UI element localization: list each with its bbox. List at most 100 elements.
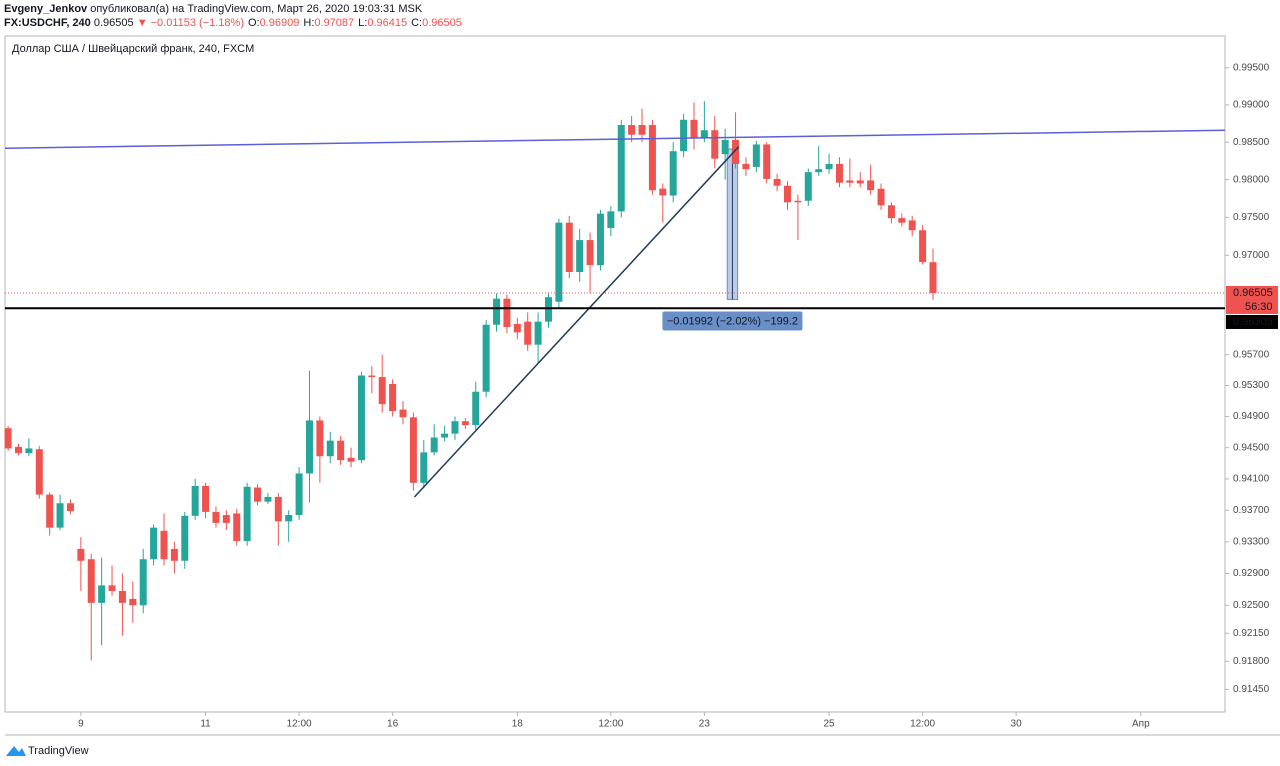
candle-body (784, 185, 792, 203)
candle-body (243, 486, 251, 542)
change: ▼ −0.01153 (−1.18%) (137, 17, 244, 29)
candle-body (139, 559, 147, 606)
candle-body (524, 321, 532, 345)
candle-body (357, 375, 365, 461)
candle-body (472, 391, 480, 426)
quote-value: 0.96505 (422, 17, 462, 29)
candle-body (409, 417, 417, 483)
y-tick-label: 0.98000 (1233, 174, 1270, 185)
y-tick-label: 0.94100 (1233, 474, 1270, 485)
candle-body (212, 511, 220, 523)
candle-body (825, 163, 833, 170)
candle-body (638, 125, 646, 135)
x-tick-label: 12:00 (910, 719, 935, 730)
candle-body (586, 240, 594, 266)
candle-body (285, 515, 293, 522)
candle-body (929, 262, 937, 293)
candle-body (108, 585, 116, 591)
candle-body (680, 119, 688, 152)
candle-body (742, 163, 750, 170)
quote-key: L: (358, 17, 367, 29)
header-line-1: Evgeny_Jenkov опубликовал(а) на TradingV… (4, 3, 423, 15)
candle-body (763, 144, 771, 179)
candle-body (274, 496, 282, 522)
logo-icon (6, 746, 26, 756)
y-tick-label: 0.98500 (1233, 137, 1270, 148)
candle-body (908, 220, 916, 231)
candle-body (87, 559, 95, 603)
candle-body (544, 297, 552, 322)
y-tick-label: 0.91800 (1233, 656, 1270, 667)
trend-line (413, 146, 740, 498)
price: 0.96505 (94, 17, 134, 29)
candle-body (659, 188, 667, 196)
candle-body (690, 119, 698, 138)
candle-body (794, 200, 802, 203)
candle-body (77, 548, 85, 561)
x-tick-label: 23 (699, 719, 711, 730)
candle-body (118, 590, 126, 603)
candle-body (430, 437, 438, 453)
last-price-label: 0.96505 (1233, 287, 1273, 299)
candle-body (420, 452, 428, 483)
y-tick-label: 0.99500 (1233, 62, 1270, 73)
quote-key: H: (303, 17, 314, 29)
candle-body (846, 180, 854, 183)
candle-body (919, 230, 927, 263)
x-tick-label: 12:00 (598, 719, 623, 730)
candle-body (513, 323, 521, 333)
y-tick-label: 0.94900 (1233, 411, 1270, 422)
candle-body (451, 421, 459, 434)
horizontal-line-label: 0.96305 (1233, 316, 1273, 328)
candle-body (887, 205, 895, 219)
candle-body (669, 151, 677, 196)
candle-body (576, 240, 584, 273)
candle-body (15, 446, 23, 454)
x-tick-label: Апр (1132, 719, 1150, 730)
candle-body (773, 178, 781, 186)
y-tick-label: 0.99000 (1233, 100, 1270, 111)
quote-value: 0.96909 (260, 17, 300, 29)
candle-body (233, 513, 241, 542)
candle-body (752, 144, 760, 167)
candle-body (399, 409, 407, 418)
x-tick-label: 11 (200, 719, 211, 730)
candle-body (534, 321, 542, 345)
candle-body (191, 485, 199, 516)
last-price-box (1226, 285, 1278, 314)
candle-body (66, 503, 74, 512)
candle-body (378, 377, 386, 405)
candle-body (856, 180, 864, 184)
candle-body (898, 218, 906, 223)
candle-body (46, 494, 54, 528)
y-tick-label: 0.91450 (1233, 684, 1270, 695)
candle-body (732, 139, 740, 164)
x-tick-label: 9 (78, 719, 84, 730)
candle-body (254, 487, 262, 502)
candle-body (461, 421, 469, 426)
quote-value: 0.96415 (367, 17, 407, 29)
y-tick-label: 0.92150 (1233, 628, 1270, 639)
symbol: FX:USDCHF, 240 (4, 17, 91, 29)
quote-key: C: (411, 17, 422, 29)
candle-body (596, 213, 604, 266)
candle-body (181, 515, 189, 561)
candle-body (482, 324, 490, 392)
candle-body (804, 172, 812, 201)
y-tick-label: 0.97500 (1233, 212, 1270, 223)
candle-body (316, 420, 324, 457)
candle-body (617, 125, 625, 212)
published: опубликовал(а) на TradingView.com, Март … (90, 3, 423, 15)
candle-body (202, 485, 210, 512)
candle-body (222, 515, 230, 523)
candle-body (815, 169, 823, 173)
candle-body (326, 440, 334, 457)
candle-body (160, 530, 168, 560)
candle-body (441, 433, 449, 438)
measure-label: −0.01992 (−2.02%) −199.2 (667, 315, 798, 327)
logo: TradingView (6, 745, 89, 757)
y-tick-label: 0.95700 (1233, 349, 1270, 360)
candle-body (305, 420, 313, 474)
